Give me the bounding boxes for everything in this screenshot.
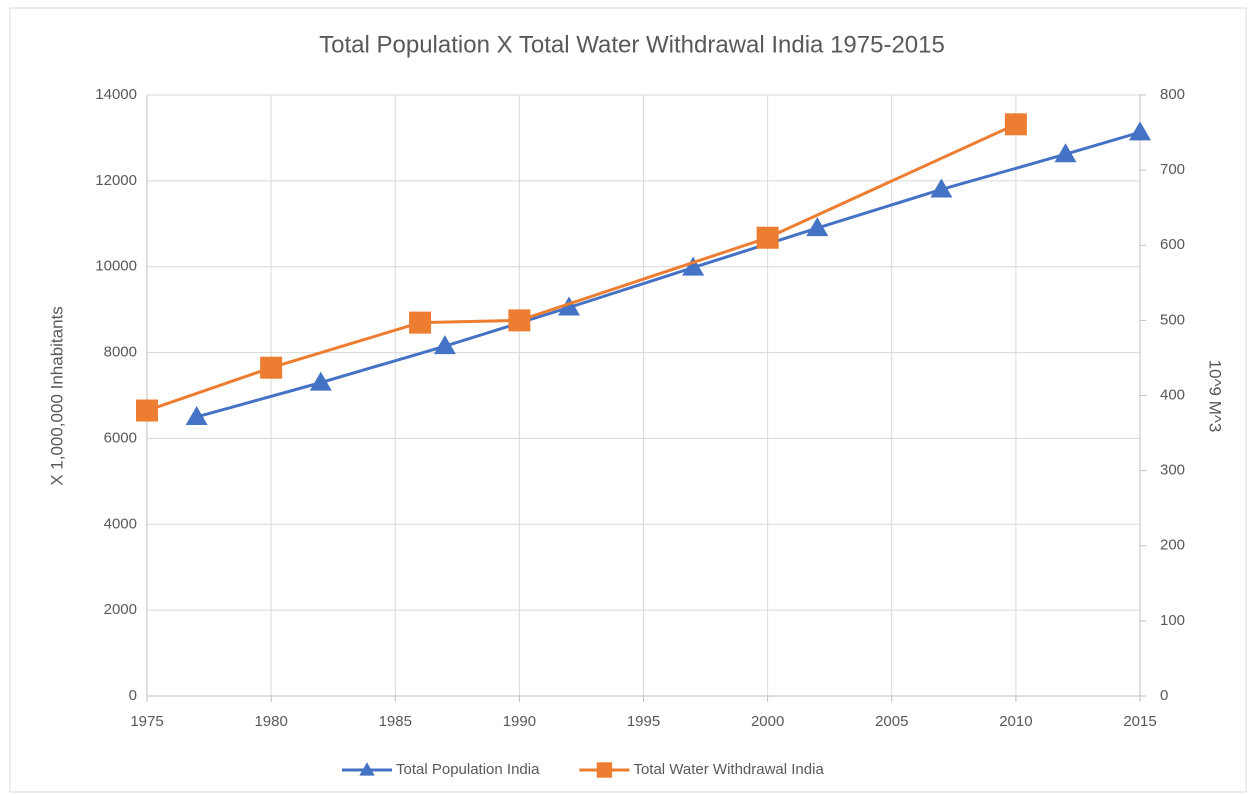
x-tick-label: 2005 — [875, 713, 908, 730]
x-tick-label: 2000 — [751, 713, 784, 730]
chart-border — [9, 7, 1247, 793]
data-point — [409, 311, 432, 334]
legend-label: Total Water Withdrawal India — [633, 761, 824, 778]
legend-marker — [596, 762, 613, 778]
data-point — [558, 296, 581, 316]
data-point — [433, 335, 456, 355]
data-point — [1004, 113, 1027, 136]
y-tick-label: 8000 — [104, 344, 137, 361]
y2-tick-label: 400 — [1160, 386, 1185, 403]
data-point — [136, 399, 158, 422]
x-tick-label: 1985 — [379, 713, 412, 730]
y-tick-label: 2000 — [104, 601, 137, 618]
chart-title: Total Population X Total Water Withdrawa… — [319, 31, 945, 58]
x-tick-label: 1990 — [503, 713, 536, 730]
data-point — [309, 371, 332, 391]
x-tick-label: 1980 — [254, 713, 287, 730]
y-tick-label: 14000 — [95, 86, 137, 103]
y2-tick-label: 100 — [1160, 612, 1185, 629]
data-point — [1054, 143, 1077, 163]
data-point — [682, 256, 705, 276]
data-point — [260, 356, 283, 379]
y-axis-label: X 1,000,000 Inhabitants — [47, 306, 66, 486]
legend-marker — [359, 762, 375, 776]
data-point — [806, 217, 829, 237]
x-tick-label: 2015 — [1123, 713, 1156, 730]
y2-tick-label: 0 — [1160, 687, 1168, 704]
data-point — [930, 178, 953, 198]
y-tick-label: 6000 — [104, 429, 137, 446]
legend-label: Total Population India — [396, 761, 540, 778]
data-point — [185, 405, 208, 425]
y2-tick-label: 500 — [1160, 311, 1185, 328]
y-tick-label: 4000 — [104, 515, 137, 532]
y2-tick-label: 600 — [1160, 236, 1185, 253]
y2-tick-label: 300 — [1160, 462, 1185, 479]
x-tick-label: 2010 — [999, 713, 1032, 730]
y2-axis-label: 10^9 M^3 — [1206, 360, 1225, 433]
y-tick-label: 0 — [129, 687, 137, 704]
x-tick-label: 1975 — [130, 713, 163, 730]
x-tick-label: 1995 — [627, 713, 660, 730]
y2-tick-label: 800 — [1160, 86, 1185, 103]
data-point — [1129, 121, 1151, 141]
data-point — [508, 309, 531, 332]
y2-tick-label: 200 — [1160, 537, 1185, 554]
data-point — [756, 226, 779, 249]
y-tick-label: 10000 — [95, 258, 137, 275]
y-tick-label: 12000 — [95, 172, 137, 189]
y2-tick-label: 700 — [1160, 161, 1185, 178]
series-line — [146, 122, 1017, 412]
